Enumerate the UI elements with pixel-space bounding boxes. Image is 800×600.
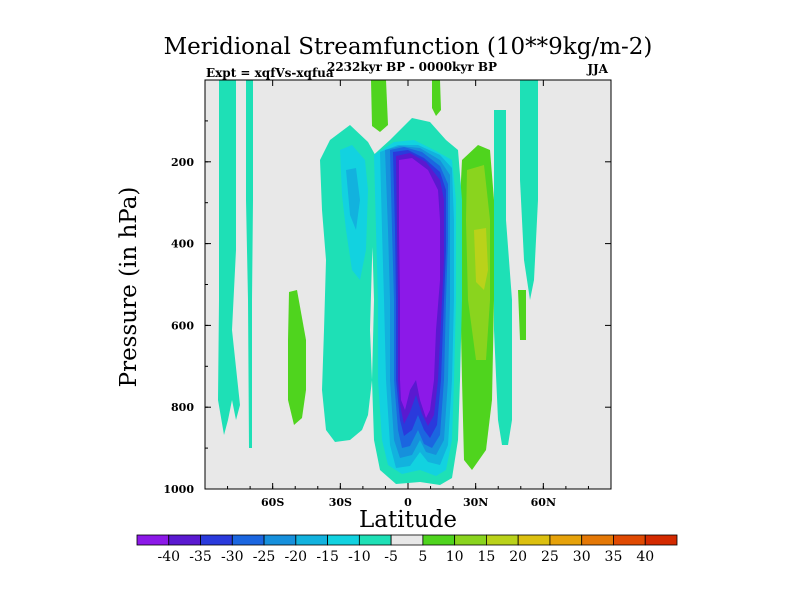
contour-region-central-minus15 xyxy=(346,168,360,230)
colorbar-label: -25 xyxy=(253,549,276,565)
y-tick-label: 1000 xyxy=(163,483,194,496)
x-axis-label: Latitude xyxy=(359,507,457,533)
contour-region-nh-positive-15 xyxy=(474,228,488,290)
contour-fields xyxy=(218,80,538,485)
colorbar-swatch xyxy=(136,534,170,546)
colorbar-swatch xyxy=(358,534,392,546)
plot-area: 60S 30S 0 30N 60N 200 400 600 800 1000 xyxy=(163,79,612,509)
colorbar-swatch xyxy=(517,534,551,546)
contour-region-tropical-minus40 xyxy=(399,158,440,418)
contour-region-nh-upper-positive xyxy=(518,290,526,340)
colorbar-swatch xyxy=(168,534,201,546)
experiment-label: Expt = xqfVs-xqfua xyxy=(206,66,334,80)
x-tick-label: 60S xyxy=(261,496,284,509)
colorbar-swatch xyxy=(263,534,297,546)
y-tick-label: 200 xyxy=(171,156,194,169)
season-label: JJA xyxy=(586,62,608,76)
colorbar-label: 35 xyxy=(605,549,623,565)
y-tick-label: 800 xyxy=(171,401,194,414)
colorbar-label: 5 xyxy=(418,549,427,565)
contour-region-sh-positive xyxy=(288,290,306,425)
colorbar-swatch xyxy=(454,534,487,546)
colorbar-label: -40 xyxy=(157,549,180,565)
contour-region-nh-band-1 xyxy=(494,110,512,445)
chart-title: Meridional Streamfunction (10**9kg/m-2) xyxy=(164,34,653,60)
colorbar-label: -5 xyxy=(384,549,398,565)
colorbar-swatch xyxy=(231,534,265,546)
colorbar-swatch xyxy=(390,534,424,546)
colorbar-swatch xyxy=(486,534,519,546)
y-axis-label: Pressure (in hPa) xyxy=(116,187,142,388)
colorbar-label: 25 xyxy=(541,549,559,565)
colorbar-label: 40 xyxy=(636,549,654,565)
colorbar: -40 -35 -30 -25 -20 -15 -10 -5 5 10 15 20 25 30 35 40 xyxy=(136,534,678,565)
colorbar-label: -10 xyxy=(348,549,371,565)
contour-region-nh-band-2 xyxy=(520,80,538,300)
y-axis: 200 400 600 800 1000 xyxy=(163,120,611,496)
colorbar-swatch xyxy=(613,534,646,546)
colorbar-label: 20 xyxy=(509,549,527,565)
colorbar-swatch xyxy=(422,534,456,546)
colorbar-label: 15 xyxy=(477,549,495,565)
contour-region-upper-positive xyxy=(371,80,388,132)
x-tick-label: 30N xyxy=(463,496,488,509)
contour-region-sh-band-2 xyxy=(246,80,253,448)
period-label: 2232kyr BP - 0000kyr BP xyxy=(327,60,497,74)
colorbar-label: -15 xyxy=(316,549,339,565)
x-axis: 60S 30S 0 30N 60N xyxy=(204,80,612,509)
x-tick-label: 60N xyxy=(531,496,556,509)
x-tick-label: 30S xyxy=(329,496,352,509)
colorbar-swatch xyxy=(200,534,233,546)
contour-region-sh-band-1 xyxy=(218,80,240,435)
y-tick-label: 400 xyxy=(171,238,194,251)
colorbar-label: -30 xyxy=(221,549,244,565)
colorbar-swatch xyxy=(295,534,328,546)
y-tick-label: 600 xyxy=(171,319,194,332)
colorbar-label: 30 xyxy=(573,549,591,565)
colorbar-label: 10 xyxy=(446,549,464,565)
colorbar-label: -20 xyxy=(285,549,308,565)
x-tick-label: 0 xyxy=(404,496,412,509)
contour-region-upper-right-positive xyxy=(432,80,441,116)
colorbar-swatch xyxy=(581,534,614,546)
colorbar-swatch xyxy=(644,534,678,546)
colorbar-label: -35 xyxy=(189,549,212,565)
colorbar-swatch xyxy=(549,534,583,546)
colorbar-swatch xyxy=(327,534,360,546)
